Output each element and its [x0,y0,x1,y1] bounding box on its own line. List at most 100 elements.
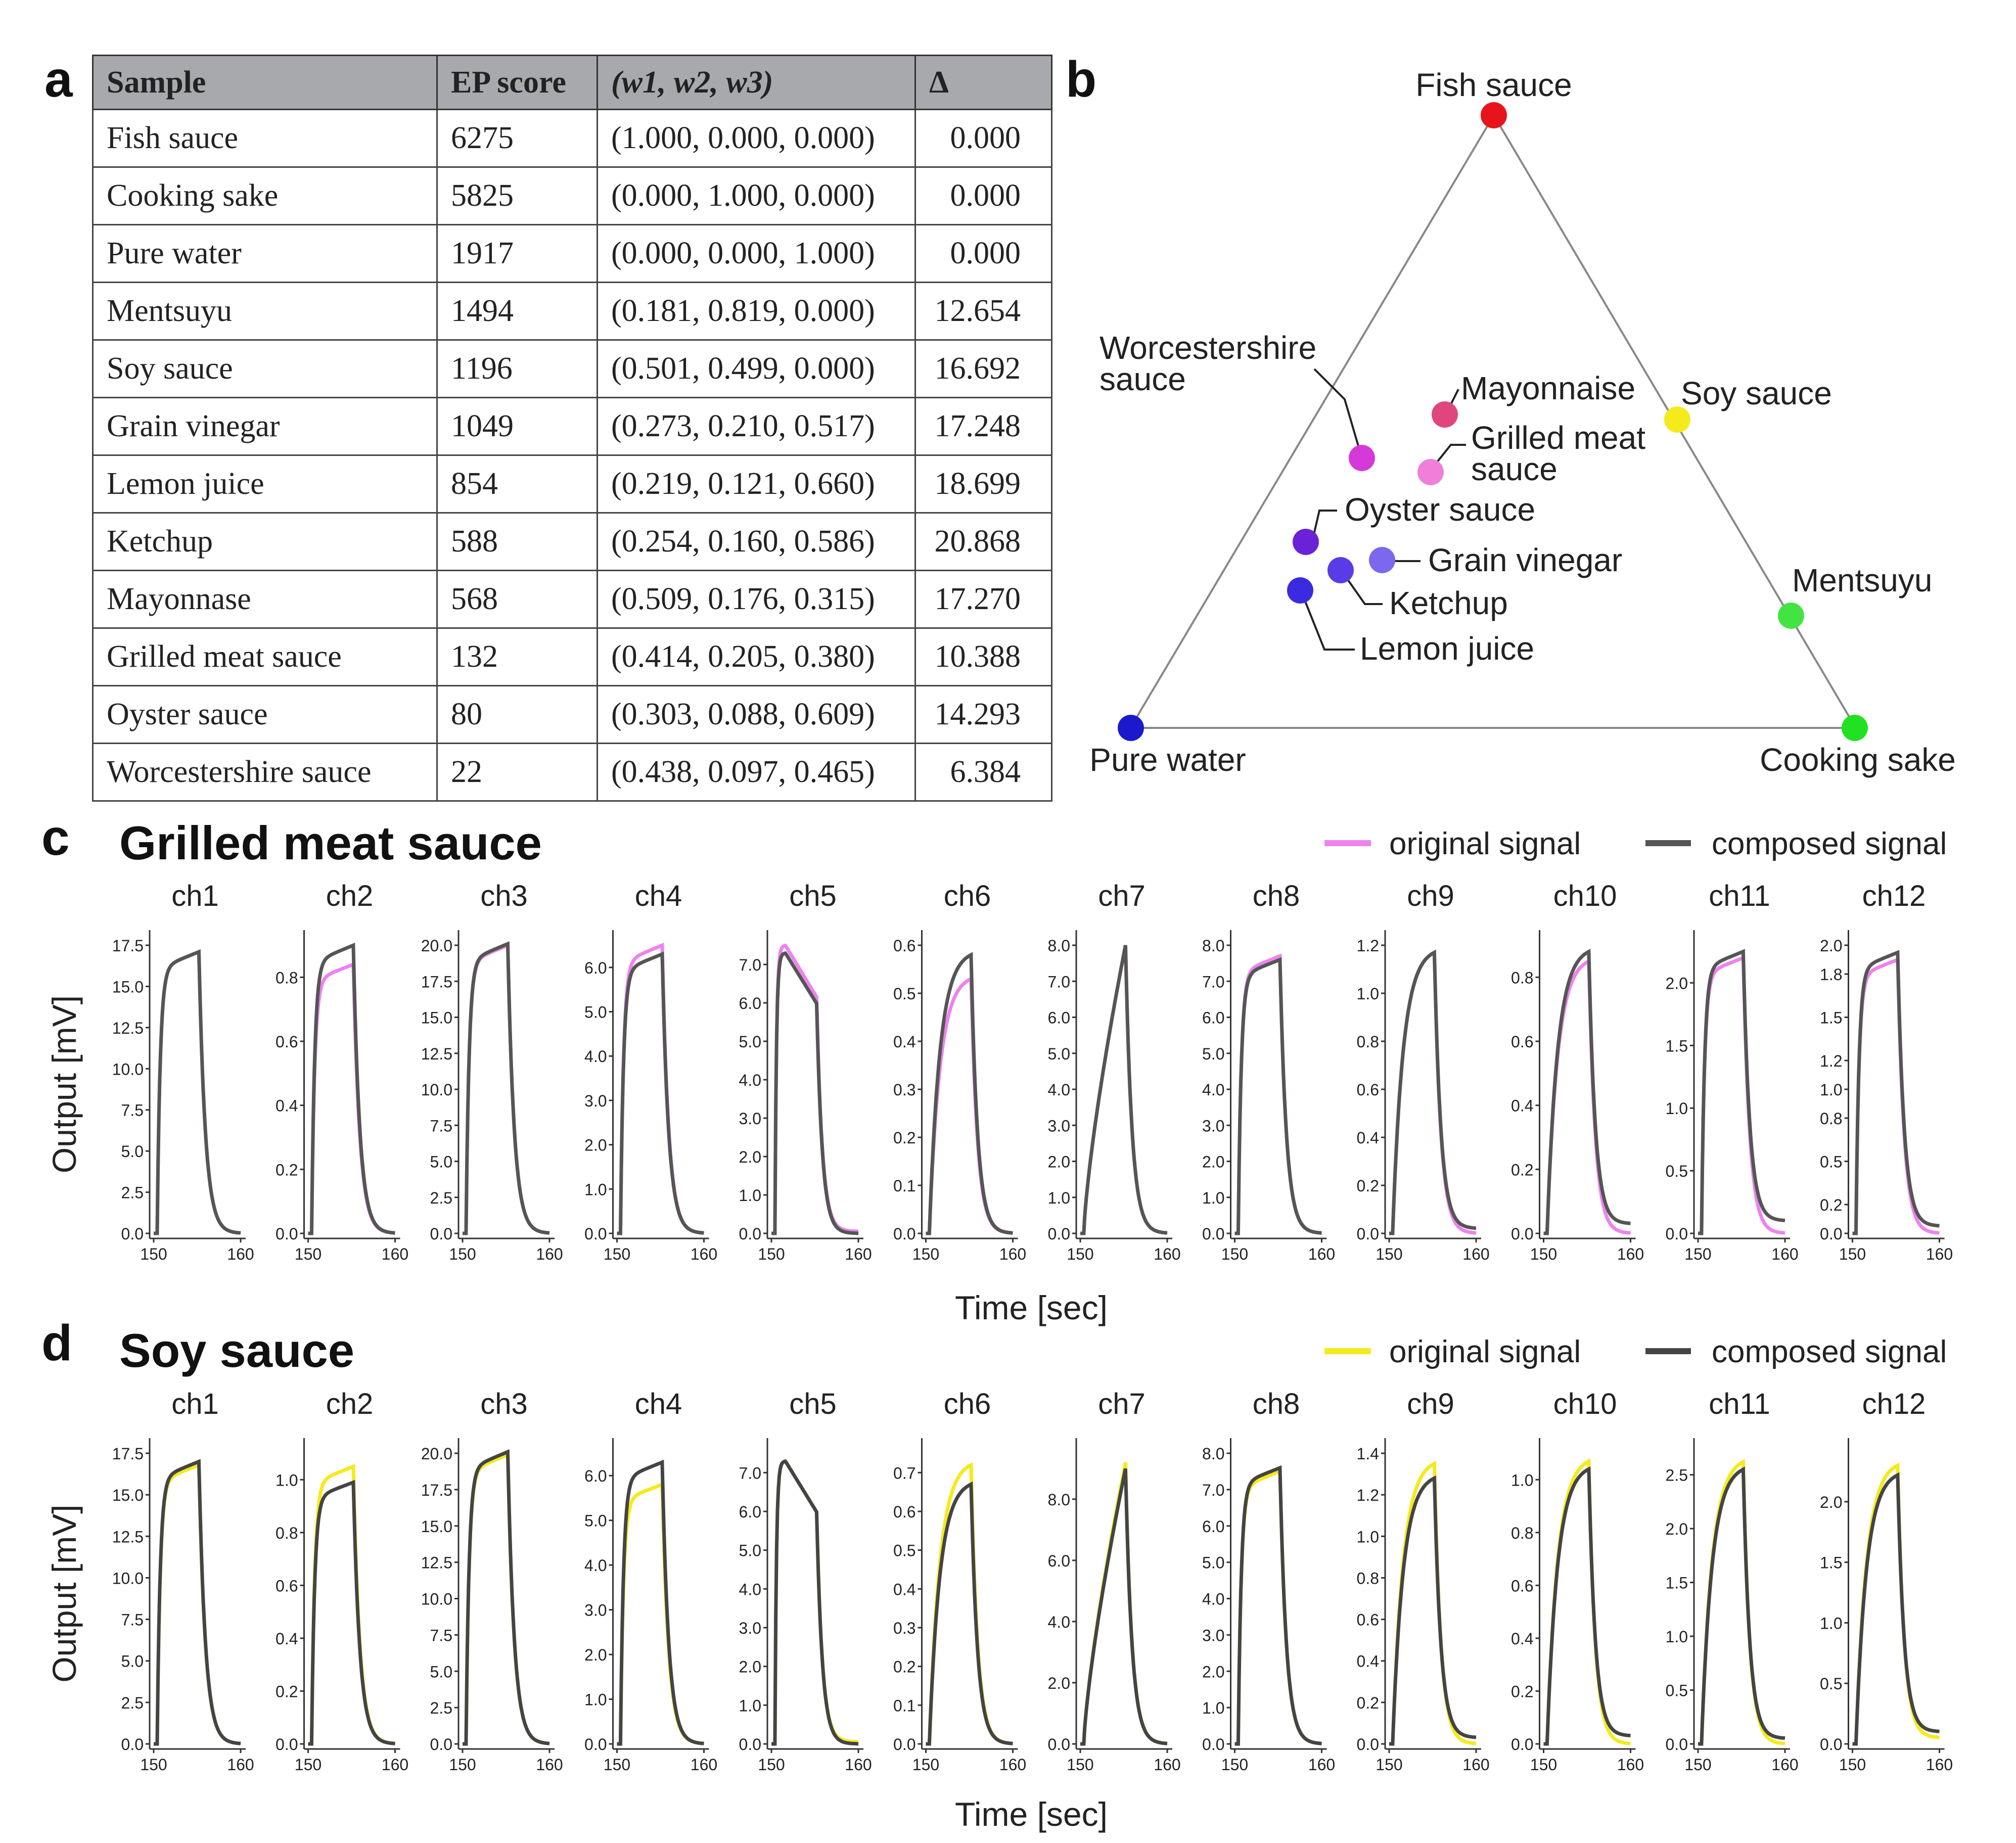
cell-ep-score: 6275 [436,109,598,168]
y-tick-label: 6.0 [739,1503,761,1521]
table-row: Soy sauce 1196 (0.501, 0.499, 0.000) 16.692 [92,339,1052,398]
y-tick-label: 1.0 [739,1186,761,1205]
y-tick-label: 2.5 [430,1189,452,1207]
y-tick-label: 0.2 [1511,1682,1533,1700]
channel-title: ch5 [789,880,837,912]
y-tick-label: 1.0 [1820,1614,1842,1632]
composed-signal-line [154,949,241,1235]
y-tick-label: 5.0 [430,1153,452,1171]
y-tick-label: 3.0 [584,1092,607,1110]
y-tick-label: 0.1 [893,1177,915,1195]
channel-plot-ch10: ch10 0.0 0.2 0.4 0.6 0.8 150 160 [1511,880,1644,1263]
y-tick-label: 12.5 [421,1045,452,1063]
table-row: Worcestershire sauce 22 (0.438, 0.097, 0.4… [92,743,1052,802]
cell-weights: (0.438, 0.097, 0.465) [597,743,916,802]
y-tick-label: 0.8 [1357,1033,1379,1051]
cell-weights: (0.414, 0.205, 0.380) [597,627,916,686]
y-tick-label: 0.6 [1511,1033,1533,1051]
y-tick-label: 5.0 [1202,1554,1224,1572]
y-tick-label: 8.0 [1048,1491,1070,1509]
y-tick-label: 1.2 [1820,1052,1842,1070]
channel-plot-ch12: ch12 0.0 0.2 0.5 0.8 1.0 1.2 1.5 1.8 2.0 150 160 [1820,880,1953,1263]
y-tick-label: 20.0 [421,1445,452,1463]
y-tick-label: 1.0 [1048,1189,1070,1207]
y-tick-label: 0.4 [1357,1129,1379,1147]
composed-signal-line [154,1459,241,1746]
y-tick-label: 3.0 [1202,1117,1224,1135]
y-tick-label: 0.0 [1820,1735,1842,1754]
y-tick-label: 4.0 [1048,1613,1070,1631]
table-header-row: Sample EP score (w1, w2, w3) Δ [92,55,1052,110]
x-tick-label: 150 [295,1245,322,1263]
channel-title: ch12 [1862,880,1926,912]
cell-sample: Mayonnase [92,570,438,629]
composed-signal-line [1389,949,1477,1235]
cell-delta: 17.248 [914,397,1052,456]
x-tick-label: 160 [999,1245,1026,1263]
channel-title: ch8 [1253,880,1300,912]
y-tick-label: 0.1 [893,1696,915,1715]
x-tick-label: 150 [1839,1245,1866,1263]
table-row: Fish sauce 6275 (1.000, 0.000, 0.000) 0.000 [92,109,1052,168]
y-axis-label: Output [mV] [45,995,83,1173]
composed-signal-line [1080,1468,1168,1746]
composed-signal-line [1389,1475,1477,1746]
y-tick-label: 1.0 [1357,1528,1379,1546]
cell-sample: Fish sauce [92,109,438,168]
channel-plot-ch11: ch11 0.0 0.5 1.0 1.5 2.0 2.5 150 160 [1666,1388,1799,1774]
channel-plot-ch6: ch6 0.0 0.1 0.2 0.3 0.4 0.5 0.6 150 160 [893,880,1026,1263]
composed-signal-line [308,942,395,1235]
original-signal-line [771,1459,858,1746]
table-row: Mayonnase 568 (0.509, 0.176, 0.315) 17.270 [92,570,1052,629]
original-signal-line [617,942,704,1235]
y-tick-label: 5.0 [1048,1045,1070,1063]
y-tick-label: 0.0 [276,1735,298,1754]
y-tick-label: 2.0 [1202,1663,1224,1681]
y-tick-label: 0.2 [1820,1196,1842,1214]
y-tick-label: 0.5 [1820,1675,1842,1693]
channel-title: ch9 [1407,1388,1454,1420]
composed-signal-line [1698,949,1785,1235]
cell-sample: Worcestershire sauce [92,743,438,802]
y-tick-label: 5.0 [121,1142,144,1161]
x-tick-label: 160 [536,1245,563,1263]
cell-ep-score: 1049 [436,397,598,456]
y-tick-label: 0.0 [1202,1225,1224,1243]
cell-ep-score: 80 [436,685,598,744]
y-tick-label: 0.4 [893,1580,915,1598]
channel-plot-ch9: ch9 0.0 0.2 0.4 0.6 0.8 1.0 1.2 150 160 [1357,880,1490,1263]
x-tick-label: 150 [758,1756,785,1774]
channel-plot-ch12: ch12 0.0 0.5 1.0 1.5 2.0 150 160 [1820,1388,1953,1774]
y-tick-label: 4.0 [584,1047,607,1066]
y-tick-label: 5.0 [584,1003,607,1022]
y-tick-label: 10.0 [112,1060,144,1078]
y-tick-label: 10.0 [112,1569,144,1587]
y-tick-label: 0.0 [430,1225,452,1243]
original-signal-line [1389,949,1477,1235]
y-tick-label: 6.0 [1202,1517,1224,1536]
x-tick-label: 150 [1530,1245,1557,1263]
composed-signal-line [926,952,1013,1235]
cell-delta: 6.384 [914,743,1052,802]
y-tick-label: 2.0 [739,1148,761,1166]
cell-delta: 17.270 [914,570,1052,629]
cell-sample: Ketchup [92,512,438,571]
channel-title: ch7 [1098,1388,1146,1420]
y-tick-label: 2.0 [1048,1674,1070,1692]
y-tick-label: 2.5 [1666,1466,1688,1485]
leader-line [1382,559,1421,562]
panel-label-a: a [44,51,73,108]
cell-ep-score: 22 [436,743,598,802]
cell-ep-score: 1494 [436,282,598,341]
y-tick-label: 8.0 [1202,937,1224,955]
channel-title: ch11 [1709,880,1770,912]
y-tick-label: 2.0 [1202,1153,1224,1171]
cell-delta: 12.654 [914,282,1052,341]
y-tick-label: 17.5 [112,937,144,955]
x-tick-label: 150 [140,1756,167,1774]
x-tick-label: 160 [999,1756,1026,1774]
x-tick-label: 160 [1617,1756,1644,1774]
y-tick-label: 1.0 [1357,985,1379,1003]
channel-plot-ch2: ch2 0.0 0.2 0.4 0.6 0.8 1.0 150 160 [276,1388,408,1774]
channel-plot-ch7: ch7 0.0 2.0 4.0 6.0 8.0 150 160 [1048,1388,1181,1774]
